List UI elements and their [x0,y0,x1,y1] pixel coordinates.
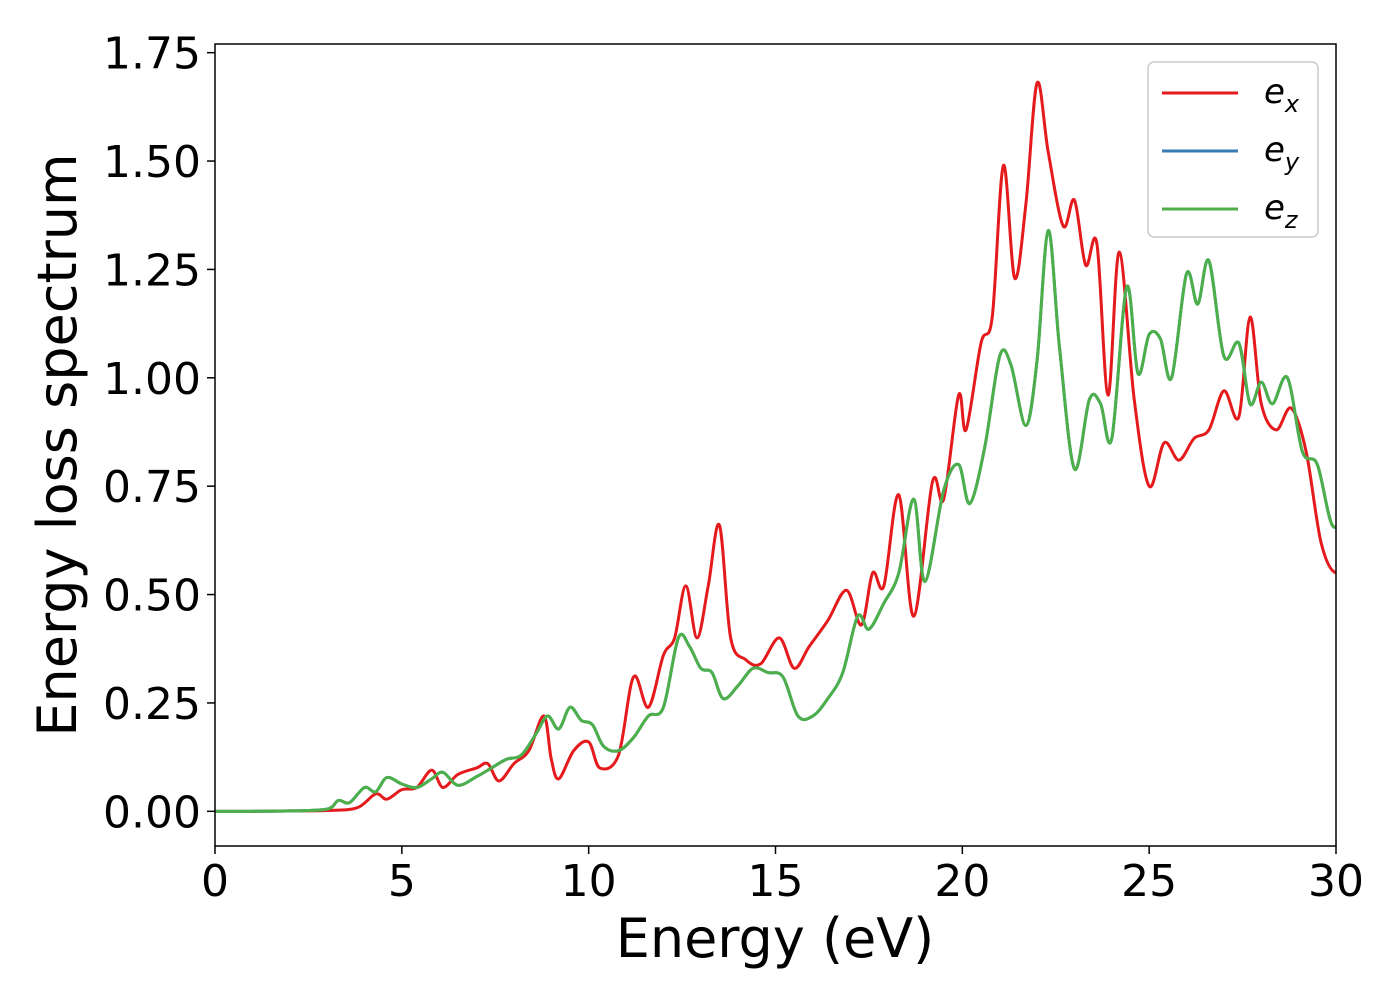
x-tick-label: 30 [1308,856,1364,907]
x-axis-label: Energy (eV) [616,907,935,970]
legend-label-z: ez [1264,188,1299,234]
y-tick-label: 0.75 [103,462,201,513]
series-line-x [215,80,1336,813]
legend-label-x: ex [1264,72,1300,118]
x-tick-label: 25 [1121,856,1177,907]
legend: ex ey ez [1147,61,1319,238]
series-line-y [215,228,1336,813]
y-tick-label: 1.50 [103,137,201,188]
x-tick-label: 20 [934,856,990,907]
y-tick-label: 1.75 [103,29,201,80]
legend-entries: ex ey ez [1162,72,1300,234]
y-tick-label: 0.00 [103,787,201,838]
series-line-z [215,228,1336,813]
y-tick-label: 0.25 [103,679,201,730]
x-axis-ticks: 0 5 10 15 20 25 30 [201,846,1364,907]
y-tick-label: 1.25 [103,245,201,296]
x-tick-label: 15 [748,856,804,907]
x-tick-label: 5 [388,856,416,907]
y-axis-label: Energy loss spectrum [26,153,89,736]
y-axis-ticks: 0.00 0.25 0.50 0.75 1.00 1.25 1.50 1.75 [103,29,215,838]
legend-label-y: ey [1264,130,1300,176]
y-tick-label: 0.50 [103,571,201,622]
x-tick-label: 0 [201,856,229,907]
x-tick-label: 10 [561,856,617,907]
y-tick-label: 1.00 [103,354,201,405]
series-layer [215,80,1336,813]
